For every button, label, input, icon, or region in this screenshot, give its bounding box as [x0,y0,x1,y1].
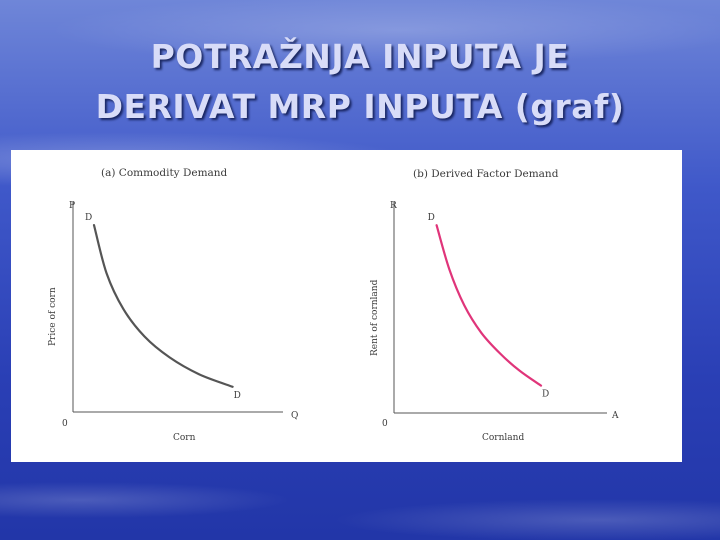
chart-panel: (a) Commodity Demand P Q 0 Corn Price of… [11,150,682,462]
chart-a-curve [92,224,234,388]
chart-a-curve-start-label: D [85,213,92,223]
chart-a-curve-end-label: D [234,391,241,401]
chart-b: (b) Derived Factor Demand R A 0 Cornland… [370,168,619,443]
chart-a: (a) Commodity Demand P Q 0 Corn Price of… [48,167,298,443]
chart-a-origin-label: 0 [62,419,68,429]
chart-b-curve [435,224,543,387]
chart-a-series [92,224,234,388]
chart-b-x-label: Cornland [482,433,524,443]
chart-b-curve-end-label: D [542,390,549,400]
slide-title-line-1: POTRAŽNJA INPUTA JE [150,37,570,76]
chart-b-y-label: Rent of cornland [370,279,380,356]
chart-a-title: (a) Commodity Demand [101,167,228,179]
chart-b-y-axis-end-label: R [390,201,397,211]
slide-title: POTRAŽNJA INPUTA JE DERIVAT MRP INPUTA (… [0,32,720,132]
chart-b-x-axis-end-label: A [611,411,619,421]
charts-svg: (a) Commodity Demand P Q 0 Corn Price of… [48,167,619,443]
chart-a-x-label: Corn [173,433,196,443]
chart-a-x-axis-end-label: Q [291,411,298,421]
chart-a-y-label: Price of corn [48,287,58,346]
chart-b-series [435,224,543,387]
chart-b-origin-label: 0 [382,419,388,429]
chart-a-y-axis-end-label: P [69,201,75,211]
chart-b-title: (b) Derived Factor Demand [413,168,559,180]
chart-b-curve-start-label: D [428,213,435,223]
slide-title-line-2: DERIVAT MRP INPUTA (graf) [95,87,625,126]
